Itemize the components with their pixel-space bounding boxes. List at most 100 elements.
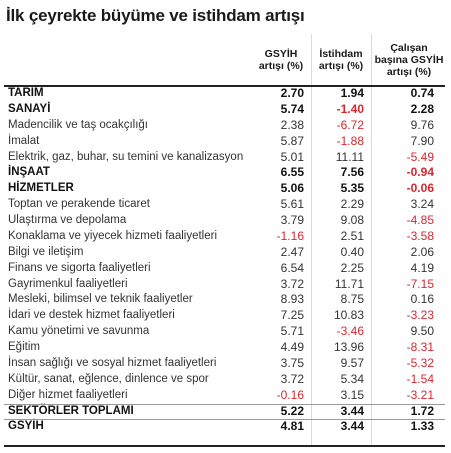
- row-label: SEKTÖRLER TOPLAMI: [8, 404, 134, 417]
- employment-growth-cell: -3.46: [336, 324, 364, 339]
- column-header-gdp-per-worker-growth: Çalışan başına GSYİH artışı (%): [374, 42, 444, 78]
- gdp-growth-cell: 5.87: [280, 133, 304, 148]
- table-row: SANAYİ 5.74 -1.40 2.28: [4, 102, 445, 118]
- row-label: Mesleki, bilimsel ve teknik faaliyetler: [8, 293, 193, 306]
- table-row: Madencilik ve taş ocakçılığı 2.38 -6.72 9.7…: [4, 118, 445, 134]
- employment-growth-cell: -6.72: [336, 117, 364, 132]
- row-divider: [4, 419, 445, 421]
- gdp-growth-cell: 3.79: [280, 213, 304, 227]
- row-label: Finans ve sigorta faaliyetleri: [8, 261, 151, 274]
- column-divider: [371, 34, 372, 446]
- column-header-employment-growth: İstihdam artışı (%): [318, 48, 364, 72]
- employment-growth-cell: 10.83: [333, 308, 364, 323]
- gdp-growth-cell: 5.74: [280, 101, 304, 116]
- table-row: İNŞAAT 6.55 7.56 -0.94: [4, 165, 445, 181]
- gdp-growth-cell: 2.38: [280, 117, 304, 132]
- gdp-per-worker-cell: 4.19: [410, 260, 434, 275]
- row-divider: [4, 403, 445, 405]
- gdp-per-worker-cell: 9.50: [410, 324, 434, 339]
- employment-growth-cell: 9.57: [340, 355, 364, 370]
- gdp-growth-cell: 2.70: [280, 86, 304, 100]
- table-title: İlk çeyrekte büyüme ve istihdam artışı: [6, 6, 305, 25]
- row-label: Gayrimenkul faaliyetleri: [8, 277, 128, 290]
- gdp-per-worker-cell: 2.28: [410, 101, 434, 116]
- row-label: Eğitim: [8, 341, 40, 353]
- gdp-growth-cell: 5.22: [280, 403, 304, 418]
- table-row: Bilgi ve iletişim 2.47 0.40 2.06: [4, 245, 445, 261]
- gdp-per-worker-cell: -5.32: [406, 355, 434, 370]
- gdp-per-worker-cell: -4.85: [406, 213, 434, 227]
- row-label: Elektrik, gaz, buhar, su temini ve kanal…: [8, 150, 244, 163]
- gdp-growth-cell: 5.06: [280, 181, 304, 196]
- gdp-per-worker-cell: 0.74: [410, 86, 434, 100]
- table-row: Konaklama ve yiyecek hizmeti faaliyetler…: [4, 229, 445, 245]
- employment-growth-cell: 3.44: [340, 403, 364, 418]
- employment-growth-cell: -1.40: [336, 101, 364, 116]
- gdp-growth-cell: 8.93: [280, 292, 304, 307]
- column-divider: [311, 34, 312, 446]
- table-row: İmalat 5.87 -1.88 7.90: [4, 134, 445, 150]
- row-label: İnsan sağlığı ve sosyal hizmet faaliyetl…: [8, 356, 217, 369]
- table-row: Finans ve sigorta faaliyetleri 6.54 2.25 4.…: [4, 261, 445, 277]
- employment-growth-cell: 5.34: [340, 371, 364, 386]
- row-label: Diğer hizmet faaliyetleri: [8, 388, 128, 401]
- employment-growth-cell: 8.75: [340, 292, 364, 307]
- gdp-growth-cell: 3.72: [280, 276, 304, 291]
- table-row: Gayrimenkul faaliyetleri 3.72 11.71 -7.15: [4, 277, 445, 293]
- row-label: Madencilik ve taş ocakçılığı: [8, 118, 148, 131]
- row-label: TARIM: [8, 87, 44, 99]
- row-label: Ulaştırma ve depolama: [8, 214, 127, 226]
- gdp-per-worker-cell: -5.49: [406, 149, 434, 164]
- row-label: Bilgi ve iletişim: [8, 245, 84, 258]
- table-row: Diğer hizmet faaliyetleri -0.16 3.15 -3.21: [4, 388, 445, 404]
- header-rule: [4, 85, 445, 87]
- gdp-growth-cell: 4.81: [280, 419, 304, 434]
- employment-growth-cell: 7.56: [340, 165, 364, 180]
- gdp-per-worker-cell: -0.06: [406, 181, 434, 196]
- row-label: Kültür, sanat, eğlence, dinlence ve spor: [8, 372, 209, 385]
- gdp-growth-cell: 5.01: [280, 149, 304, 164]
- employment-growth-cell: 0.40: [340, 244, 364, 259]
- table-row: Toptan ve perakende ticaret 5.61 2.29 3.24: [4, 197, 445, 213]
- table-row: HİZMETLER 5.06 5.35 -0.06: [4, 181, 445, 197]
- row-label: Konaklama ve yiyecek hizmeti faaliyetler…: [8, 229, 218, 242]
- employment-growth-cell: 3.15: [340, 387, 364, 402]
- table-row: SEKTÖRLER TOPLAMI 5.22 3.44 1.72: [4, 404, 445, 420]
- gdp-growth-cell: -1.16: [276, 228, 304, 243]
- gdp-per-worker-cell: -7.15: [406, 276, 434, 291]
- gdp-growth-cell: 5.71: [280, 324, 304, 339]
- row-label: Kamu yönetimi ve savunma: [8, 325, 150, 338]
- table-row: Kamu yönetimi ve savunma 5.71 -3.46 9.50: [4, 324, 445, 340]
- gdp-per-worker-cell: 1.72: [410, 403, 434, 418]
- row-label: İNŞAAT: [8, 166, 50, 179]
- gdp-per-worker-cell: -3.23: [406, 308, 434, 323]
- gdp-per-worker-cell: 3.24: [410, 197, 434, 212]
- employment-growth-cell: 13.96: [333, 340, 364, 354]
- table-row: İnsan sağlığı ve sosyal hizmet faaliyetl…: [4, 356, 445, 372]
- gdp-per-worker-cell: 0.16: [410, 292, 434, 307]
- gdp-growth-cell: 6.55: [280, 165, 304, 180]
- employment-growth-cell: 2.25: [340, 260, 364, 275]
- row-label: HİZMETLER: [8, 182, 74, 195]
- table-row: Elektrik, gaz, buhar, su temini ve kanal…: [4, 150, 445, 166]
- data-table: TARIM 2.70 1.94 0.74 SANAYİ 5.74 -1.40 2.28 Made…: [4, 86, 445, 435]
- gdp-growth-cell: 5.61: [280, 197, 304, 212]
- gdp-per-worker-cell: 9.76: [410, 117, 434, 132]
- table-row: Ulaştırma ve depolama 3.79 9.08 -4.85: [4, 213, 445, 229]
- employment-growth-cell: 1.94: [340, 86, 364, 100]
- gdp-per-worker-cell: -3.58: [406, 228, 434, 243]
- table-row: Eğitim 4.49 13.96 -8.31: [4, 340, 445, 356]
- table-row: Kültür, sanat, eğlence, dinlence ve spor…: [4, 372, 445, 388]
- employment-growth-cell: -1.88: [336, 133, 364, 148]
- gdp-growth-cell: 6.54: [280, 260, 304, 275]
- table-row: GSYİH 4.81 3.44 1.33: [4, 419, 445, 435]
- column-header-gdp-growth: GSYİH artışı (%): [258, 48, 304, 72]
- gdp-growth-cell: 2.47: [280, 244, 304, 259]
- employment-growth-cell: 2.29: [340, 197, 364, 212]
- bottom-rule: [4, 445, 445, 447]
- gdp-growth-cell: 4.49: [280, 340, 304, 354]
- gdp-per-worker-cell: -8.31: [406, 340, 434, 354]
- employment-growth-cell: 11.11: [335, 149, 364, 164]
- row-label: GSYİH: [8, 420, 44, 433]
- gdp-per-worker-cell: -0.94: [406, 165, 434, 180]
